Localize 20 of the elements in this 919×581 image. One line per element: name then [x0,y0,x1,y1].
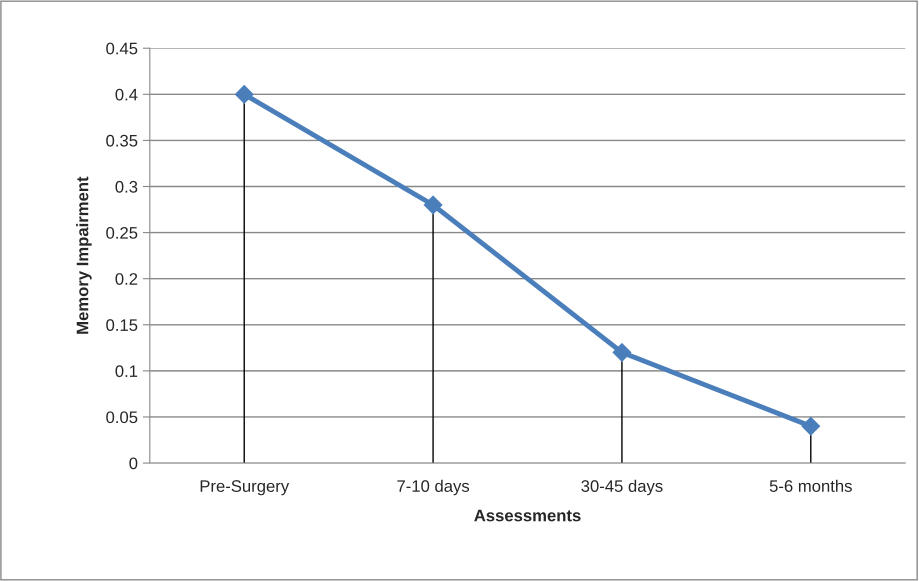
y-tick-label: 0.2 [115,273,138,285]
x-axis-title: Assessments [474,510,581,522]
y-tick-label: 0 [129,457,138,470]
point [801,416,820,436]
y-tick-label: 0.05 [106,411,138,424]
x-tick-label: 30-45 days [581,480,663,496]
x-tick-label: 7-10 days [397,480,470,496]
y-tick-label: 0.15 [106,319,138,331]
point [612,343,632,362]
y-axis-title: Memory Impairment [76,176,92,334]
y-tick-label: 0.35 [106,134,138,147]
y-tick-label: 0.3 [115,180,138,193]
y-tick-label: 0.4 [115,88,138,101]
y-tick-label: 0.45 [106,42,138,54]
point [234,84,254,104]
point [424,196,442,214]
x-tick-label: 5-6 months [770,480,852,492]
y-tick-label: 0.25 [106,226,138,239]
x-tick-label: Pre-Surgery [200,480,290,496]
y-tick-label: 0.1 [115,365,138,378]
